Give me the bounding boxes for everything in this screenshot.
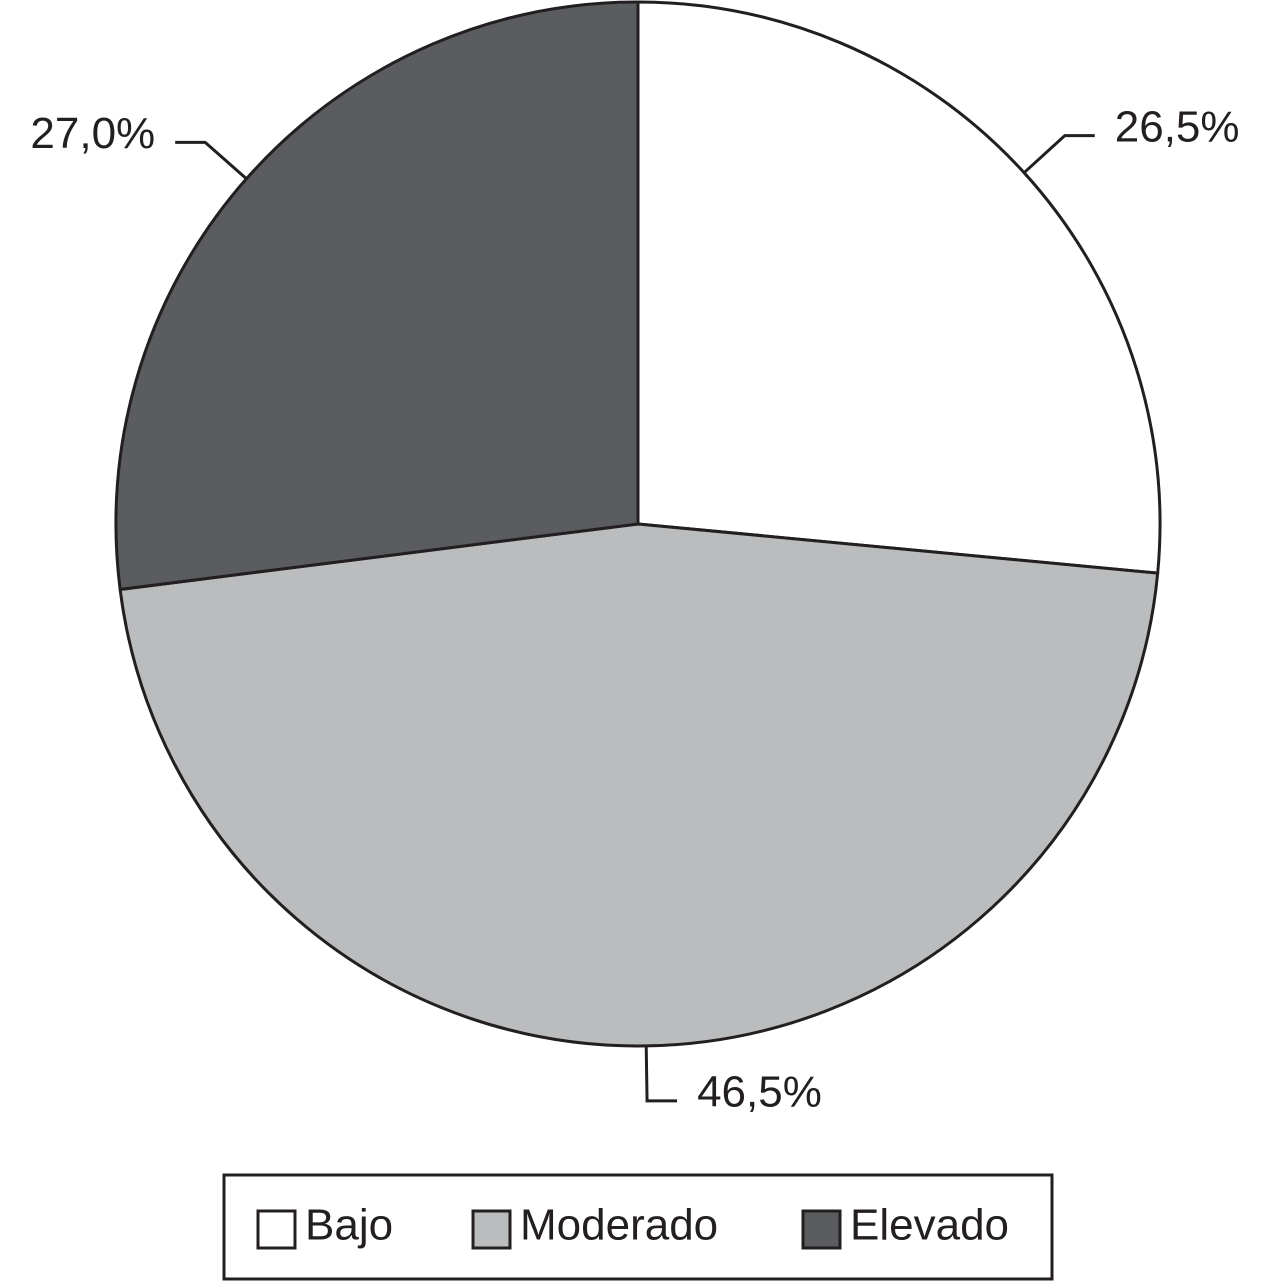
legend-label: Bajo bbox=[305, 1201, 393, 1250]
legend-swatch bbox=[256, 1209, 297, 1250]
legend-label: Elevado bbox=[850, 1201, 1009, 1250]
pie-slice bbox=[636, 0, 1162, 575]
pie-slice bbox=[118, 522, 1160, 1048]
leader-line bbox=[175, 140, 248, 180]
legend-label: Moderado bbox=[520, 1201, 718, 1250]
leader-line bbox=[1023, 134, 1095, 174]
legend-box bbox=[222, 1173, 1054, 1281]
legend-swatch bbox=[471, 1209, 512, 1250]
data-label: 27,0% bbox=[30, 109, 155, 158]
data-label: 46,5% bbox=[697, 1068, 822, 1117]
pie-slice bbox=[114, 0, 640, 591]
leader-line bbox=[644, 1045, 678, 1103]
legend-swatch bbox=[801, 1209, 842, 1250]
data-label: 26,5% bbox=[1115, 102, 1240, 151]
